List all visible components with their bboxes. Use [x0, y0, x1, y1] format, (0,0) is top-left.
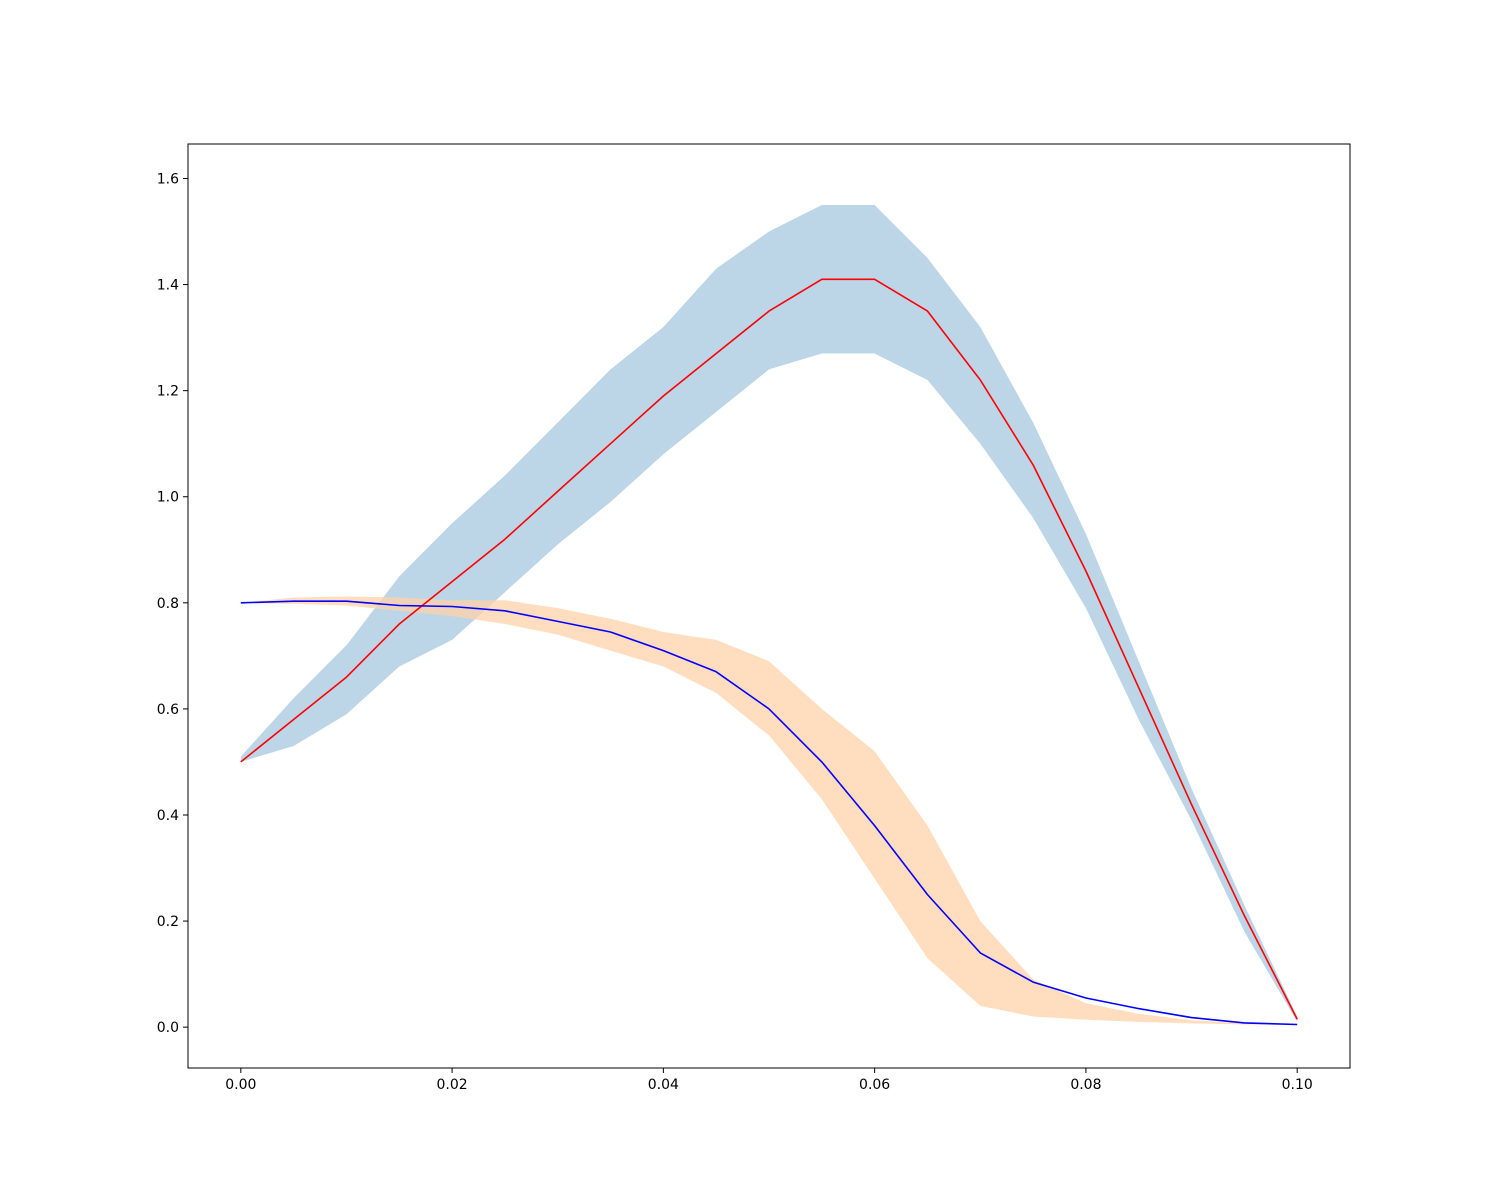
series-lines	[240, 278, 1298, 1026]
x-tick-label: 0.06	[859, 1077, 890, 1093]
y-axis: 0.0 0.2 0.4 0.6 0.8 1.0 1.2 1.4 1.6	[157, 171, 188, 1036]
x-tick-label: 0.04	[648, 1077, 679, 1093]
x-tick-label: 0.00	[225, 1077, 256, 1093]
x-tick-label: 0.10	[1282, 1077, 1313, 1093]
y-tick-label: 1.2	[157, 384, 179, 400]
x-tick-label: 0.02	[437, 1077, 468, 1093]
y-tick-label: 0.4	[157, 808, 179, 824]
series-1-line	[240, 278, 1298, 1020]
series-2-band	[240, 596, 1298, 1025]
y-tick-label: 0.6	[157, 702, 179, 718]
series-2-line	[240, 600, 1298, 1026]
y-tick-label: 1.0	[157, 490, 179, 506]
y-tick-label: 0.8	[157, 596, 179, 612]
y-tick-label: 0.0	[157, 1020, 179, 1036]
y-tick-label: 1.4	[157, 278, 179, 294]
y-tick-label: 0.2	[157, 914, 179, 930]
x-axis: 0.00 0.02 0.04 0.06 0.08 0.10	[225, 1068, 1313, 1093]
y-tick-label: 1.6	[157, 171, 179, 187]
plot-frame	[187, 143, 1351, 1069]
confidence-bands	[240, 205, 1298, 1025]
x-tick-label: 0.08	[1070, 1077, 1101, 1093]
